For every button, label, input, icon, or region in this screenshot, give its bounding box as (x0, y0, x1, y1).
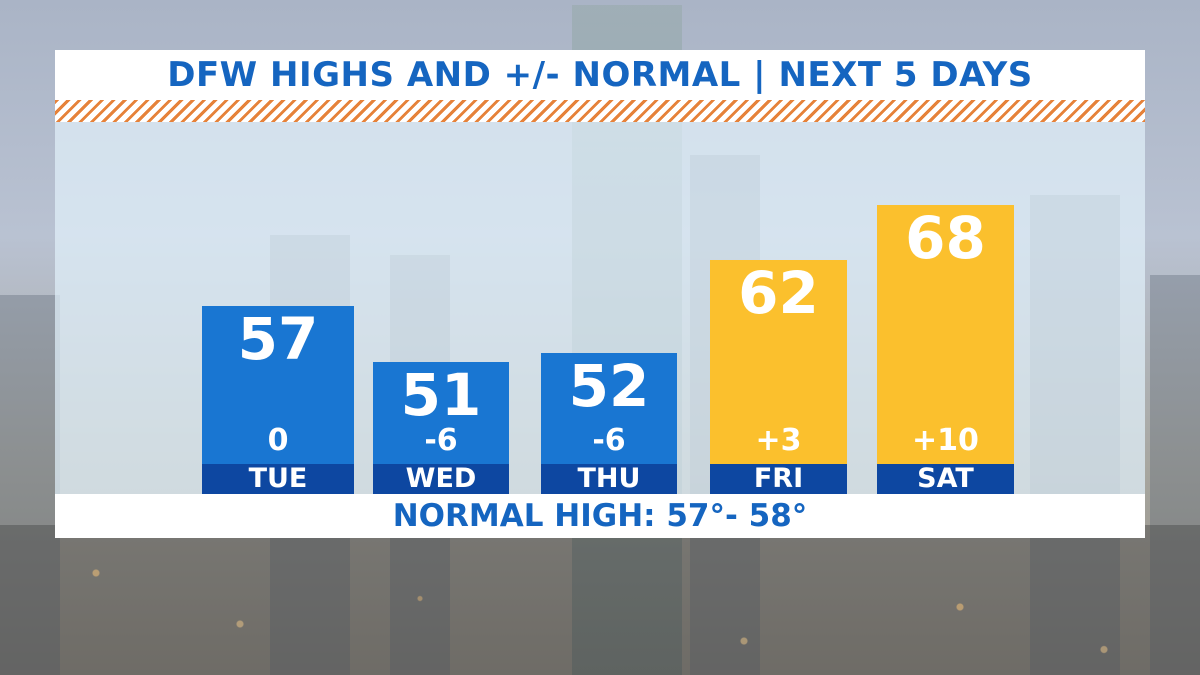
normal-high-text: NORMAL HIGH: 57°- 58° (392, 498, 808, 534)
chart-title: DFW HIGHS AND +/- NORMAL | NEXT 5 DAYS (167, 55, 1033, 95)
bar-value-label: 68 (905, 203, 986, 272)
forecast-panel: DFW HIGHS AND +/- NORMAL | NEXT 5 DAYS 5… (55, 50, 1145, 538)
day-label-thu: THU (541, 464, 677, 494)
anomaly-label: -6 (424, 422, 458, 458)
day-label-wed: WED (373, 464, 509, 494)
bar-value-label: 52 (568, 351, 650, 420)
bar-value-label: 51 (400, 361, 482, 430)
day-label-tue: TUE (202, 464, 354, 494)
bar-sat: 68 +10 (877, 203, 1014, 464)
bar-value-label: 57 (237, 305, 319, 374)
anomaly-label: +10 (912, 422, 979, 458)
bar-thu: 52 -6 (541, 351, 677, 464)
anomaly-label: +3 (755, 422, 802, 458)
decorative-stripe (55, 100, 1145, 122)
anomaly-label: -6 (592, 422, 626, 458)
bar-value-label: 62 (738, 259, 819, 328)
title-bar: DFW HIGHS AND +/- NORMAL | NEXT 5 DAYS (55, 50, 1145, 100)
bar-chart: 57 0 TUE 51 -6 WED 52 -6 THU 62 +3 FRI 68 +10 SAT (55, 50, 1145, 538)
bar-fri: 62 +3 (710, 260, 847, 464)
day-label-sat: SAT (877, 464, 1014, 494)
day-label-fri: FRI (710, 464, 847, 494)
anomaly-label: 0 (267, 422, 289, 458)
normal-high-bar: NORMAL HIGH: 57°- 58° (55, 494, 1145, 538)
bar-tue: 57 0 (202, 306, 354, 464)
bar-wed: 51 -6 (373, 362, 509, 464)
